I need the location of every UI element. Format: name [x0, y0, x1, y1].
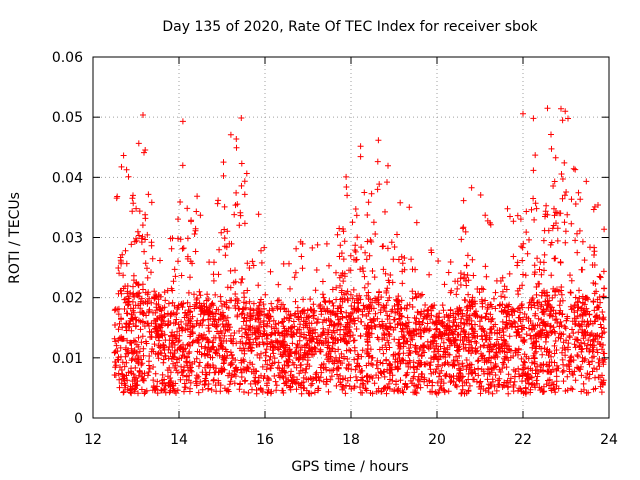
y-tick-label: 0.01	[52, 351, 83, 367]
roti-points	[111, 105, 608, 397]
x-tick-label: 20	[428, 432, 446, 448]
y-tick-label: 0.03	[52, 231, 83, 247]
x-tick-label: 22	[514, 432, 532, 448]
chart-title: Day 135 of 2020, Rate Of TEC Index for r…	[162, 19, 538, 35]
y-tick-label: 0.05	[52, 110, 83, 126]
y-tick-label: 0.06	[52, 50, 83, 66]
y-tick-label: 0	[74, 411, 83, 427]
axis-ticks: 12 14 16 18 20 22 24 0 0.01 0.02 0.03 0.04 0.05 0.06	[52, 50, 618, 448]
y-tick-label: 0.02	[52, 291, 83, 307]
x-tick-label: 12	[84, 432, 102, 448]
data-points	[111, 105, 608, 397]
x-tick-label: 16	[256, 432, 274, 448]
y-tick-label: 0.04	[52, 170, 83, 186]
x-tick-label: 18	[342, 432, 360, 448]
x-axis-label: GPS time / hours	[291, 459, 408, 475]
y-axis-label: ROTI / TECUs	[7, 192, 23, 284]
x-tick-label: 24	[600, 432, 618, 448]
x-tick-label: 14	[170, 432, 188, 448]
